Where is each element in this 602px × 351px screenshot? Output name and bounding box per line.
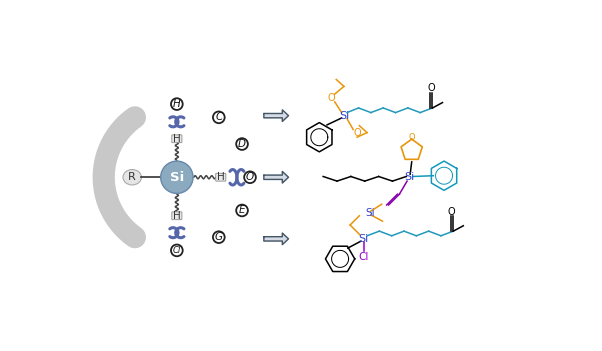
Text: O: O (246, 172, 254, 182)
Text: Si: Si (170, 171, 184, 184)
Text: O: O (427, 83, 435, 93)
Circle shape (171, 245, 183, 256)
Circle shape (161, 161, 193, 193)
Text: C: C (215, 112, 222, 122)
Text: O: O (328, 93, 335, 103)
Text: G: G (215, 232, 223, 242)
Ellipse shape (123, 170, 141, 185)
Polygon shape (264, 172, 288, 183)
Text: Si: Si (365, 208, 375, 218)
Circle shape (171, 98, 183, 110)
Text: O: O (448, 206, 456, 217)
Text: O: O (408, 133, 415, 142)
Polygon shape (264, 110, 288, 121)
Text: O: O (353, 128, 361, 138)
Circle shape (236, 138, 248, 150)
Text: Cl: Cl (173, 246, 181, 255)
Polygon shape (264, 233, 288, 245)
FancyBboxPatch shape (172, 135, 182, 143)
Text: E: E (239, 205, 245, 216)
Text: Si: Si (339, 111, 349, 121)
FancyBboxPatch shape (172, 212, 182, 220)
Text: Si: Si (358, 234, 368, 244)
Text: H: H (173, 99, 181, 109)
Text: Cl: Cl (359, 252, 369, 261)
Circle shape (213, 112, 225, 123)
Text: Si: Si (405, 172, 415, 182)
Text: H: H (173, 134, 181, 144)
Text: H: H (217, 172, 225, 182)
Text: H: H (173, 211, 181, 221)
Circle shape (236, 205, 248, 216)
Text: D: D (238, 139, 246, 149)
Text: R: R (128, 172, 136, 182)
Circle shape (244, 171, 256, 183)
Circle shape (213, 231, 225, 243)
FancyBboxPatch shape (216, 173, 226, 181)
